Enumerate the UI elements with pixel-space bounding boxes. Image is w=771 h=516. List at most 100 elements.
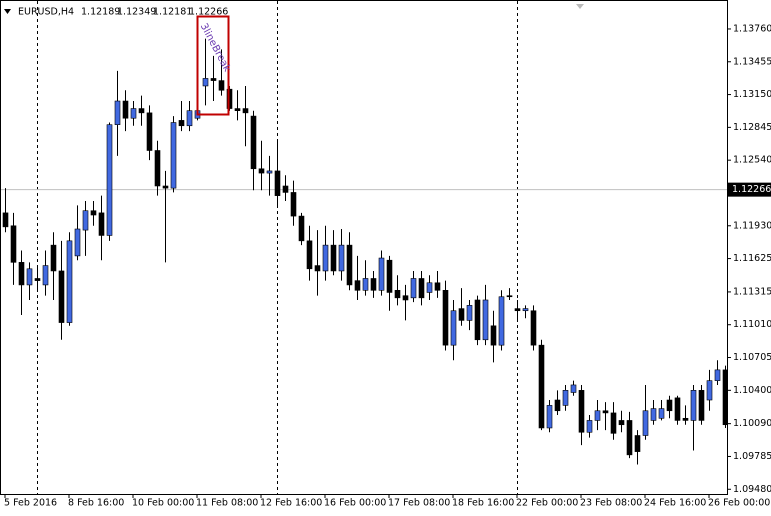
candle-body — [594, 410, 601, 421]
x-tick-label: 11 Feb 08:00 — [196, 498, 258, 509]
candle-body — [378, 257, 385, 291]
candle-body — [210, 78, 217, 81]
candle-body — [530, 310, 537, 346]
candle-body — [554, 399, 561, 412]
candle-body — [202, 78, 209, 87]
candle-body — [82, 210, 89, 231]
candle-body — [330, 244, 337, 272]
current-price-tag — [728, 182, 771, 197]
candle-body — [338, 244, 345, 272]
x-tick-label: 23 Feb 08:00 — [580, 498, 642, 509]
candle-body — [474, 299, 481, 341]
x-tick-label: 8 Feb 16:00 — [68, 498, 124, 509]
candle-body — [650, 408, 657, 421]
candle-body — [354, 280, 361, 291]
x-tick-label: 17 Feb 08:00 — [388, 498, 450, 509]
candle-body — [130, 108, 137, 119]
candle-body — [370, 278, 377, 291]
candle-body — [586, 420, 593, 433]
candle-body — [418, 278, 425, 299]
candle-body — [410, 278, 417, 299]
candle-body — [314, 265, 321, 272]
x-tick-label: 22 Feb 00:00 — [516, 498, 578, 509]
candle-body — [394, 290, 401, 299]
candle-body — [490, 325, 497, 346]
chart-shift-marker — [576, 4, 584, 9]
current-price-label: 1.12266 — [732, 184, 771, 195]
candle-body — [74, 228, 81, 257]
candle-body — [458, 308, 465, 321]
candle-body — [602, 410, 609, 414]
x-tick-label: 10 Feb 00:00 — [132, 498, 194, 509]
candle-body — [170, 122, 177, 189]
candle-body — [114, 100, 121, 125]
candle-body — [466, 305, 473, 321]
y-tick-label: 1.10090 — [733, 418, 771, 429]
candle-body — [106, 124, 113, 236]
candle-body — [218, 80, 225, 91]
candle-body — [538, 344, 545, 429]
y-tick-label: 1.10400 — [733, 385, 771, 396]
candle-body — [442, 290, 449, 346]
x-tick-label: 18 Feb 16:00 — [452, 498, 514, 509]
y-tick-label: 1.12540 — [733, 155, 771, 166]
candle-body — [386, 259, 393, 293]
y-tick-label: 1.09785 — [733, 451, 771, 462]
candle-body — [298, 215, 305, 242]
y-tick-label: 1.11315 — [733, 286, 771, 297]
candle-body — [362, 278, 369, 291]
x-tick-label: 5 Feb 2016 — [4, 498, 57, 509]
header-open: 1.12189 — [81, 7, 120, 18]
y-tick-label: 1.10705 — [733, 352, 771, 363]
candle-body — [346, 244, 353, 286]
x-tick-label: 12 Feb 16:00 — [260, 498, 322, 509]
candle-body — [186, 110, 193, 127]
candle-body — [482, 299, 489, 341]
candle-body — [626, 420, 633, 456]
plot-frame — [0, 0, 728, 495]
candle-body — [242, 108, 249, 114]
candle-body — [234, 108, 241, 111]
candle-body — [450, 310, 457, 346]
candle-body — [66, 240, 73, 323]
y-tick-label: 1.09480 — [733, 484, 771, 495]
candle-body — [666, 399, 673, 412]
annotation-box — [196, 15, 230, 116]
candle-body — [138, 108, 145, 114]
candle-body — [522, 308, 529, 312]
candle-body — [98, 212, 105, 236]
candle-body — [682, 417, 689, 421]
candle-body — [426, 282, 433, 293]
candle-body — [722, 369, 727, 426]
y-tick-label: 1.12845 — [733, 122, 771, 133]
candle-body — [250, 115, 257, 170]
candle-body — [10, 225, 17, 263]
candle-body — [58, 270, 65, 323]
candle-body — [506, 295, 513, 298]
candle-body — [258, 168, 265, 174]
header-close: 1.12266 — [189, 7, 228, 18]
candle-body — [514, 308, 521, 312]
header-high: 1.12349 — [117, 7, 156, 18]
candle-body — [714, 369, 721, 381]
candle-body — [90, 210, 97, 216]
candle-body — [698, 390, 705, 421]
y-tick-label: 1.11930 — [733, 220, 771, 231]
candle-body — [562, 390, 569, 406]
y-tick-label: 1.13760 — [733, 23, 771, 34]
candle-body — [322, 244, 329, 272]
candle-body — [306, 240, 313, 270]
candle-body — [690, 390, 697, 421]
candle-body — [642, 410, 649, 436]
candle-body — [610, 412, 617, 434]
candle-body — [122, 100, 129, 119]
y-tick-label: 1.13455 — [733, 56, 771, 67]
candle-body — [706, 380, 713, 401]
x-tick-label: 24 Feb 16:00 — [644, 498, 706, 509]
x-tick-label: 26 Feb 00:00 — [708, 498, 770, 509]
candle-body — [266, 170, 273, 174]
candle-body — [618, 420, 625, 426]
candle-body — [282, 185, 289, 193]
